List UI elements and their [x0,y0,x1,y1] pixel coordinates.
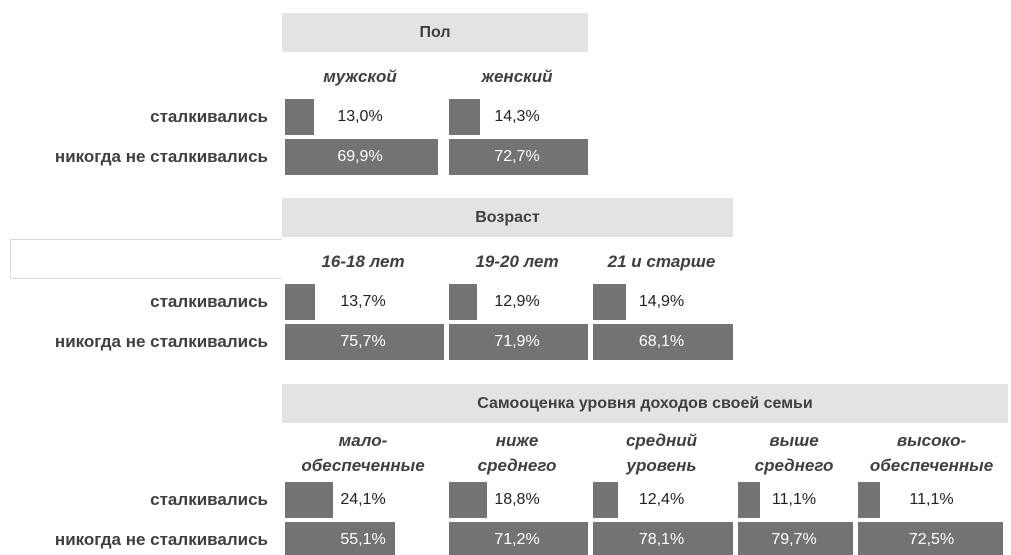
value-label: 75,7% [340,333,386,350]
empty-cell [10,239,282,279]
bar [285,99,314,135]
bar [449,324,588,360]
bar [593,324,733,360]
cell: 71,9% [446,324,588,360]
cell: 24,1% [282,482,444,518]
value-label: 12,4% [638,491,685,508]
value-label: 11,1% [909,491,954,508]
cell: 72,7% [446,139,588,175]
row-label: сталкивались [150,490,268,509]
value-label: 12,9% [494,293,540,310]
bar [285,324,444,360]
cell: 14,9% [590,284,733,320]
value-label: 78,1% [638,531,685,548]
cell: 71,2% [446,522,588,555]
bar [738,482,761,518]
cell: 13,0% [282,99,438,135]
cell: 75,7% [282,324,444,360]
bar [858,522,1003,555]
column-header: средний уровень [625,431,698,475]
cell: 55,1% [282,522,444,555]
row-label: никогда не сталкивались [54,147,268,166]
cell: 78,1% [590,522,733,555]
bar [285,284,316,320]
value-label: 71,2% [494,531,540,548]
value-label: 69,9% [337,148,383,165]
bar [593,284,626,320]
column-header: 21 и старше [607,251,716,271]
value-label: 79,7% [771,531,817,548]
row-label: сталкивались [150,107,268,126]
row-label: никогда не сталкивались [54,332,268,351]
cell: 12,4% [590,482,733,518]
value-label: 13,0% [337,108,383,125]
cell: 72,5% [855,522,1008,555]
value-label: 24,1% [340,491,386,508]
column-header: ниже среднего [477,431,557,475]
bar [593,522,733,555]
cell: 13,7% [282,284,444,320]
column-header: 16-18 лет [321,251,405,271]
bar [285,522,396,555]
column-header: мужской [323,66,397,86]
panel-header: Самооценка уровня доходов своей семьи [282,384,1008,423]
bar [449,139,588,175]
value-label: 11,1% [771,491,817,508]
panel-header: Пол [282,13,588,52]
column-header: мало- обеспеченные [301,431,425,475]
value-label: 14,9% [638,293,685,310]
panel-header: Возраст [282,198,733,237]
row-label: сталкивались [150,292,268,311]
value-label: 55,1% [340,531,386,548]
bar [285,139,438,175]
column-header: 19-20 лет [475,251,559,271]
cell: 11,1% [855,482,1008,518]
bar [449,284,478,320]
column-header: высоко- обеспеченные [869,431,994,475]
cell: 18,8% [446,482,588,518]
cell: 68,1% [590,324,733,360]
cell: 12,9% [446,284,588,320]
value-label: 18,8% [494,491,540,508]
bar [593,482,618,518]
bar [285,482,334,518]
row-label: никогда не сталкивались [54,530,268,549]
value-label: 72,7% [494,148,540,165]
bar [449,522,588,555]
value-label: 68,1% [638,333,685,350]
column-header: выше среднего [754,431,834,475]
column-header: женский [481,66,553,86]
cell: 79,7% [735,522,853,555]
cell: 11,1% [735,482,853,518]
value-label: 71,9% [494,333,540,350]
value-label: 13,7% [340,293,386,310]
cell: 14,3% [446,99,588,135]
bar [738,522,853,555]
bar [858,482,881,518]
bar [449,482,487,518]
value-label: 72,5% [908,531,955,548]
bar [449,99,481,135]
value-label: 14,3% [494,108,540,125]
cell: 69,9% [282,139,438,175]
